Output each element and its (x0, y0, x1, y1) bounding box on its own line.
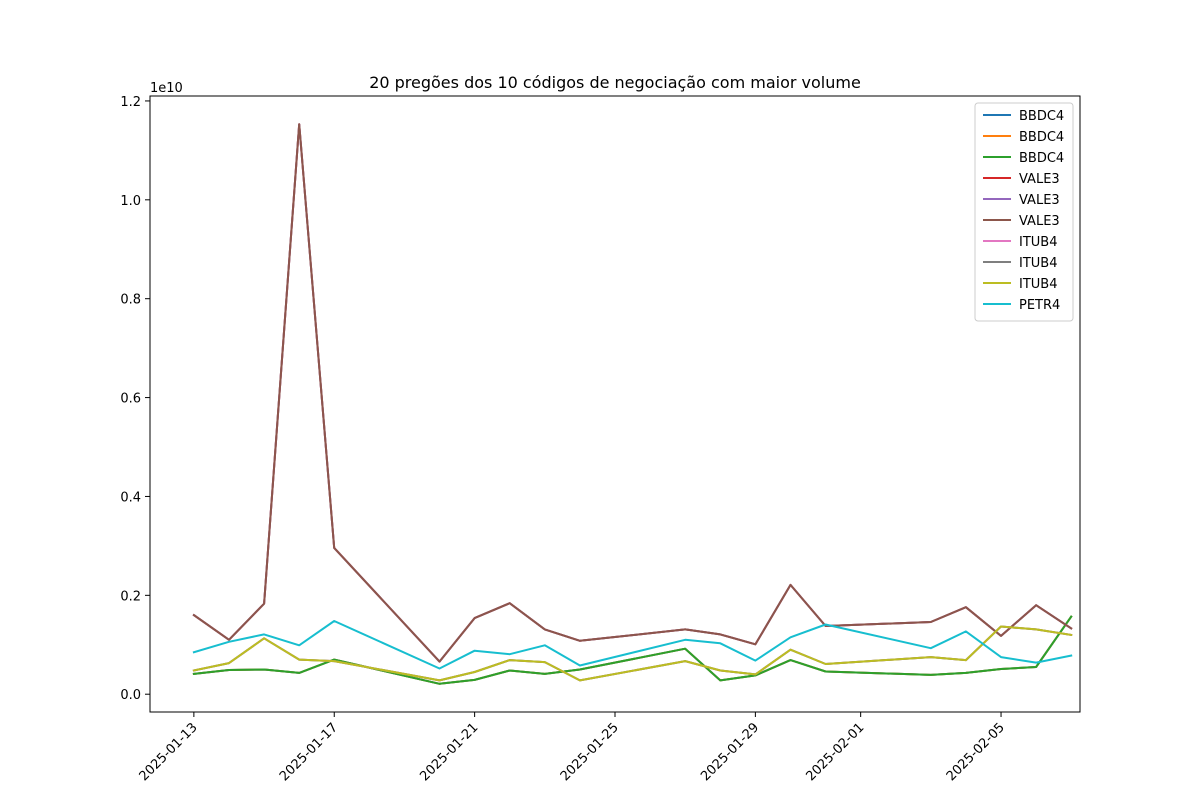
legend-label: BBDC4 (1019, 151, 1064, 166)
y-tick-label: 0.8 (120, 293, 141, 308)
legend-label: BBDC4 (1019, 109, 1064, 124)
chart-title: 20 pregões dos 10 códigos de negociação … (369, 73, 861, 92)
legend-label: VALE3 (1019, 193, 1060, 208)
series-line-petr4-10 (192, 620, 1073, 670)
legend: BBDC4 BBDC4 BBDC4 VALE3 VALE3 VALE3 ITUB4 ITUB4… (974, 102, 1074, 322)
legend-label: BBDC4 (1019, 130, 1064, 145)
y-axis-offset-label: 1e10 (150, 81, 183, 96)
legend-label: VALE3 (1019, 172, 1060, 187)
y-tick-label: 0.6 (120, 392, 141, 407)
y-tick-label: 0.4 (120, 490, 141, 505)
y-tick-label: 0.0 (120, 688, 141, 703)
legend-label: ITUB4 (1019, 235, 1057, 250)
series-layer (192, 123, 1073, 685)
y-tick-label: 1.0 (120, 194, 141, 209)
legend-label: ITUB4 (1019, 277, 1057, 292)
legend-label: ITUB4 (1019, 256, 1057, 271)
y-axis: 0.0 0.2 0.4 0.6 0.8 1.0 1.2 (120, 95, 150, 703)
y-tick-label: 0.2 (120, 589, 141, 604)
series-line-bbdc4-3 (192, 615, 1073, 685)
y-tick-label: 1.2 (120, 95, 141, 110)
series-line-vale3-6 (192, 123, 1073, 663)
series-line-itub4-9 (192, 625, 1073, 682)
legend-label: VALE3 (1019, 214, 1060, 229)
legend-label: PETR4 (1019, 298, 1060, 313)
